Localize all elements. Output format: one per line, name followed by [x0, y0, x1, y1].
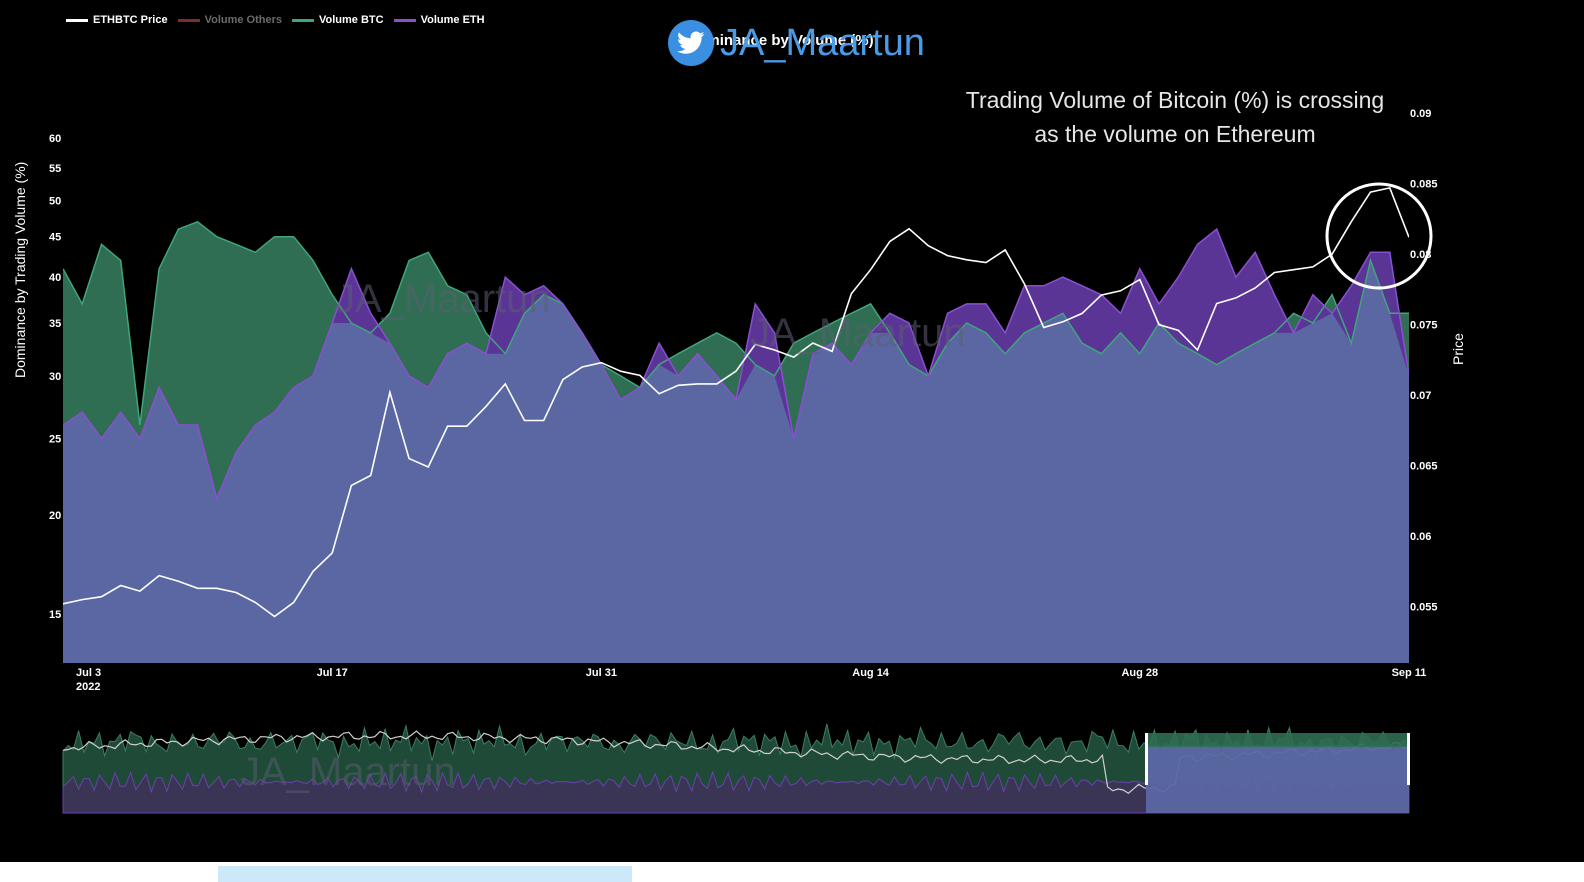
legend-label: ETHBTC Price [93, 14, 168, 26]
bottom-strip-highlight [218, 866, 632, 882]
x-tick-label: Aug 14 [852, 667, 890, 679]
btc-line [63, 220, 1409, 426]
legend-swatch [177, 18, 200, 22]
navigator-window-btc [1146, 733, 1409, 747]
y-left-tick-label: 15 [49, 609, 61, 621]
range-navigator: JA_Maartun [62, 708, 1410, 814]
legend-label: Volume Others [204, 14, 283, 26]
y-left-tick-label: 35 [49, 318, 61, 330]
chart-legend: ETHBTC Price Volume Others Volume BTC Vo… [66, 14, 485, 26]
x-tick-sublabel: 2022 [76, 681, 100, 693]
legend-label: Volume ETH [420, 14, 485, 26]
y-axis-right-title: Price [1450, 333, 1466, 365]
legend-swatch [66, 18, 88, 22]
watermark-text: JA_Maartun [750, 311, 966, 355]
y-left-tick-label: 60 [49, 133, 61, 145]
legend-item-volume-others[interactable]: Volume Others [177, 14, 283, 26]
x-tick-label: Jul 17 [317, 667, 348, 679]
y-right-tick-label: 0.085 [1410, 179, 1438, 191]
navigator-handle-right[interactable] [1407, 733, 1410, 785]
y-right-tick-label: 0.055 [1410, 602, 1438, 614]
y-left-tick-label: 30 [49, 371, 61, 383]
navigator-handle-left[interactable] [1145, 733, 1148, 785]
watermark-text: JA_Maartun [335, 277, 551, 321]
y-left-tick-label: 55 [49, 163, 61, 175]
y-left-tick-label: 45 [49, 232, 61, 244]
x-tick-label: Jul 3 [76, 667, 101, 679]
x-tick-label: Jul 31 [586, 667, 617, 679]
y-left-tick-label: 50 [49, 196, 61, 208]
y-right-tick-label: 0.075 [1410, 320, 1438, 332]
legend-item-volume-eth[interactable]: Volume ETH [393, 14, 485, 26]
y-right-tick-label: 0.065 [1410, 461, 1438, 473]
y-left-tick-label: 25 [49, 433, 61, 445]
ethbtc-price-line [63, 186, 1409, 618]
y-left-tick-label: 20 [49, 510, 61, 522]
legend-swatch [292, 18, 315, 22]
y-left-tick-label: 40 [49, 272, 61, 284]
legend-item-ethbtc-price[interactable]: ETHBTC Price [66, 14, 168, 26]
navigator-window-fill [1146, 745, 1409, 813]
legend-label: Volume BTC [319, 14, 384, 26]
handle-text: JA_Maartun [720, 21, 925, 64]
overlap-area [63, 260, 1409, 663]
x-tick-label: Sep 11 [1392, 667, 1427, 679]
navigator-watermark: JA_Maartun [240, 750, 456, 794]
legend-swatch [393, 18, 416, 22]
y-right-tick-label: 0.09 [1410, 108, 1431, 120]
twitter-handle: JA_Maartun [668, 20, 925, 66]
highlight-circle [1325, 182, 1433, 290]
plot-area: JA_Maartun JA_Maartun [63, 186, 1409, 663]
y-right-tick-label: 0.07 [1410, 390, 1431, 402]
y-axis-left-title: Dominance by Trading Volume (%) [12, 161, 28, 378]
chart-annotation: Trading Volume of Bitcoin (%) is crossin… [965, 87, 1385, 147]
y-right-tick-label: 0.06 [1410, 531, 1431, 543]
chart-title: Dominance by Volume (%) [686, 32, 874, 49]
x-tick-label: Aug 28 [1121, 667, 1158, 679]
twitter-bird-icon [668, 20, 714, 66]
legend-item-volume-btc[interactable]: Volume BTC [292, 14, 384, 26]
eth-line [63, 227, 1409, 501]
